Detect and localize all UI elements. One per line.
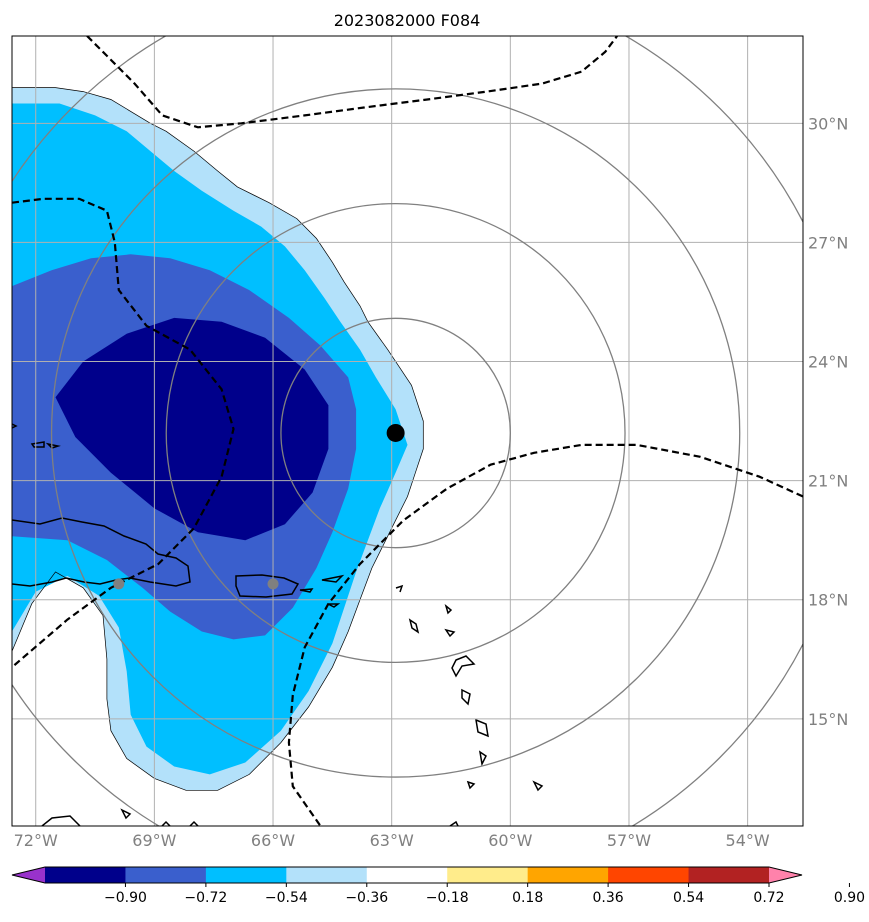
x-tick-label: 57°W xyxy=(607,831,651,850)
colorbar-segment xyxy=(286,867,368,883)
y-tick-label: 18°N xyxy=(808,591,848,610)
colorbar-segment xyxy=(608,867,690,883)
colorbar: −0.90 −0.72 −0.54 −0.36 −0.18 0.18 0.36 0.54 0.7… xyxy=(11,866,865,906)
colorbar-segment xyxy=(125,867,207,883)
island-coast xyxy=(451,655,476,678)
puerto-rico-coast xyxy=(235,574,300,598)
island-coast xyxy=(444,603,453,615)
island-coast xyxy=(321,574,345,583)
colorbar-extend-high xyxy=(769,867,802,883)
x-axis-ticks: 72°W 69°W 66°W 63°W 60°W 57°W 54°W xyxy=(14,831,770,850)
reference-point xyxy=(113,578,125,590)
island-coast xyxy=(299,588,314,593)
colorbar-segment xyxy=(45,867,126,883)
dashed-contour xyxy=(12,197,235,669)
island-coast xyxy=(461,688,471,706)
y-tick-label: 30°N xyxy=(808,114,848,133)
island-coast xyxy=(395,584,404,593)
island-coast xyxy=(532,780,544,792)
x-tick-label: 54°W xyxy=(726,831,770,850)
chart-title: 2023082000 F084 xyxy=(334,11,481,30)
plot-frame xyxy=(11,35,804,827)
x-tick-label: 63°W xyxy=(370,831,414,850)
island-coast xyxy=(327,603,341,608)
filled-contour xyxy=(55,317,329,541)
colorbar-segment xyxy=(447,867,529,883)
y-axis-ticks: 15°N 18°N 21°N 24°N 27°N 30°N xyxy=(808,114,848,728)
shaded-region-outline xyxy=(12,87,424,791)
colorbar-tick-label: 0.90 xyxy=(834,890,865,906)
colorbar-extend-low xyxy=(12,867,45,883)
y-tick-label: 24°N xyxy=(808,353,848,372)
colorbar-segment xyxy=(527,867,609,883)
colorbar-tick-label: 0.54 xyxy=(673,890,704,906)
island-coast xyxy=(120,808,132,820)
island-coast xyxy=(444,628,456,638)
coastline xyxy=(12,423,544,826)
island-coast xyxy=(466,780,476,790)
island-coast xyxy=(45,442,61,449)
island-coast xyxy=(449,820,459,826)
range-ring xyxy=(50,88,741,778)
dashed-contour xyxy=(287,443,803,826)
colorbar-tick-label: −0.72 xyxy=(184,890,227,906)
x-tick-label: 72°W xyxy=(14,831,58,850)
island-coast xyxy=(12,423,18,429)
colorbar-segment xyxy=(366,867,448,883)
colorbar-tick-label: 0.72 xyxy=(753,890,784,906)
y-tick-label: 27°N xyxy=(808,233,848,252)
colorbar-tick-label: −0.18 xyxy=(426,890,469,906)
x-tick-label: 60°W xyxy=(488,831,532,850)
colorbar-tick-label: −0.36 xyxy=(345,890,388,906)
colorbar-segment xyxy=(205,867,287,883)
colorbar-tick-label: 0.18 xyxy=(512,890,543,906)
colorbar-tick-label: −0.90 xyxy=(104,890,147,906)
hispaniola-coast xyxy=(12,517,191,587)
island-coast xyxy=(30,441,45,448)
island-coast xyxy=(41,815,81,826)
island-coast xyxy=(478,750,487,767)
dashed-contour xyxy=(86,36,618,129)
range-ring xyxy=(280,317,511,549)
range-rings xyxy=(12,36,803,826)
dashed-contours xyxy=(12,36,803,826)
filled-contours xyxy=(12,87,424,791)
colorbar-tick-label: −0.54 xyxy=(265,890,308,906)
reference-points xyxy=(113,423,405,590)
y-tick-label: 21°N xyxy=(808,472,848,491)
colorbar-segment xyxy=(688,867,770,883)
reference-point xyxy=(267,578,279,590)
x-tick-label: 69°W xyxy=(132,831,176,850)
island-coast xyxy=(161,820,171,826)
island-coast xyxy=(189,820,199,826)
colorbar-tick-label: 0.36 xyxy=(593,890,624,906)
range-ring xyxy=(165,202,626,664)
plot-area xyxy=(12,36,803,826)
island-coast xyxy=(408,618,420,634)
x-tick-label: 66°W xyxy=(251,831,295,850)
island-coast xyxy=(475,718,489,738)
y-tick-label: 15°N xyxy=(808,710,848,729)
storm-center-point xyxy=(386,423,405,442)
